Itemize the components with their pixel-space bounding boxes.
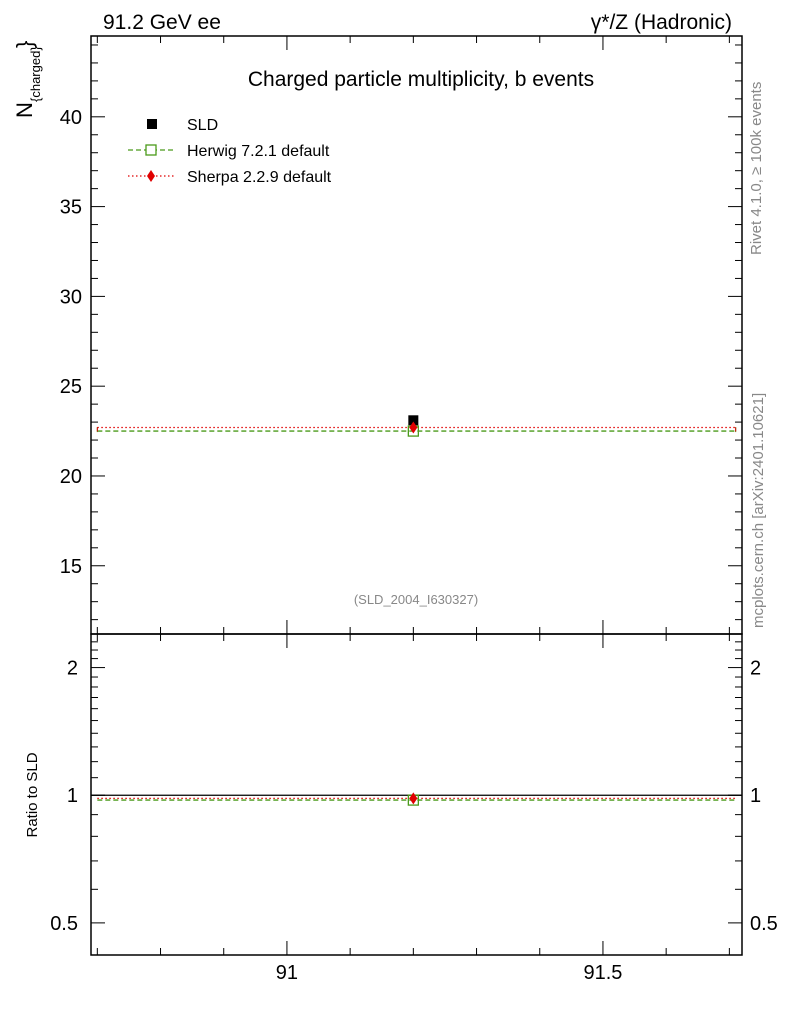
legend: SLD Herwig 7.2.1 default Sherpa 2.2.9 de… [128,117,332,186]
y-tick-label: 35 [60,197,82,219]
ratio-panel-frame [90,633,743,956]
legend-sld-marker [147,119,157,129]
y-tick-label: 15 [60,556,82,578]
x-tick-label: 91.5 [583,962,622,984]
process-label: γ*/Z (Hadronic) [591,11,732,34]
legend-herwig-label: Herwig 7.2.1 default [187,143,330,160]
y-label-brace: } [12,41,37,48]
ratio-tick-label-right: 1 [750,785,761,807]
mcplots-label: mcplots.cern.ch [arXiv:2401.10621] [750,393,767,628]
legend-sherpa-marker [147,170,155,182]
legend-sherpa-label: Sherpa 2.2.9 default [187,169,332,186]
sherpa-point [409,421,418,434]
ratio-tick-label-left: 2 [67,658,78,680]
ratio-tick-label-left: 0.5 [50,913,78,935]
y-tick-label: 25 [60,376,82,398]
main-y-ticks: 15 20 25 30 35 40 [60,44,742,621]
legend-herwig-marker [145,144,157,156]
rivet-label: Rivet 4.1.0, ≥ 100k events [748,82,765,255]
analysis-id: (SLD_2004_I630327) [354,592,478,607]
legend-sld-label: SLD [187,117,218,134]
chart-title: Charged particle multiplicity, b events [248,68,594,91]
y-label-sub: {charged} [28,46,43,102]
main-y-label: N {charged} } [12,41,43,118]
y-tick-label: 20 [60,466,82,488]
ratio-tick-label-left: 1 [67,785,78,807]
x-ticks: 91 91.5 [96,36,730,984]
data-marks [91,415,742,806]
ratio-y-ticks: 0.5 1 2 0.5 1 2 [50,641,778,935]
energy-label: 91.2 GeV ee [103,11,221,34]
y-label-main: N [12,102,37,118]
ratio-tick-label-right: 2 [750,658,761,680]
ratio-sherpa-point [409,792,418,805]
y-tick-label: 30 [60,286,82,308]
ratio-tick-label-right: 0.5 [750,913,778,935]
ratio-y-label: Ratio to SLD [24,752,41,837]
y-tick-label: 40 [60,107,82,129]
x-tick-label: 91 [276,962,298,984]
sld-point [408,415,419,426]
